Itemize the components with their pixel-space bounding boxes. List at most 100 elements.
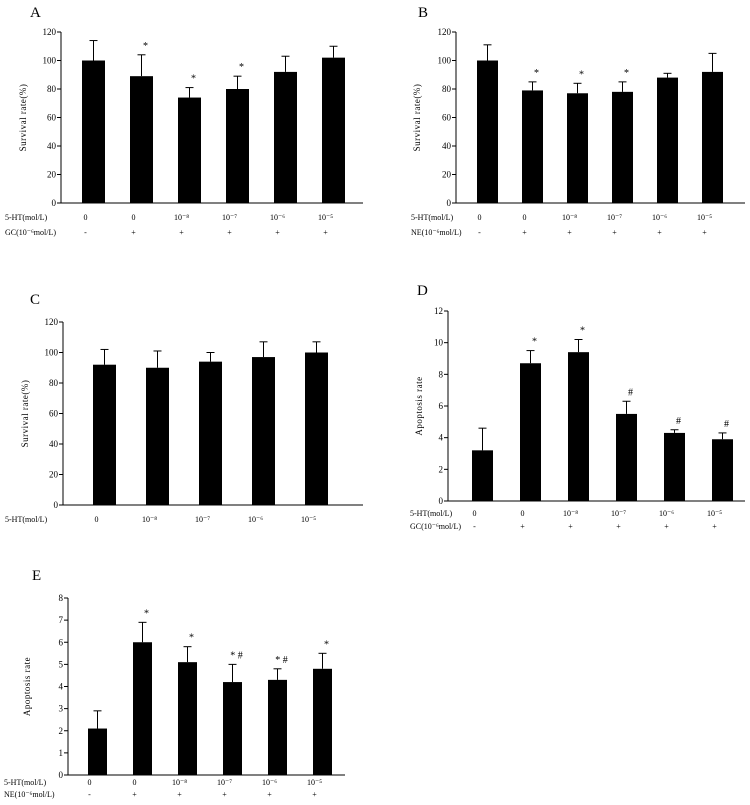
significance-mark: * # [230,650,243,661]
condition-value: + [522,228,527,237]
bar [178,662,197,775]
bar [178,97,201,203]
condition-value: + [712,522,717,531]
y-tick-label: 4 [59,682,64,692]
condition-value: + [612,228,617,237]
condition-value: + [664,522,669,531]
condition-value: + [312,790,317,799]
y-tick-label: 6 [59,637,64,647]
bar [274,71,297,204]
condition-value: + [275,228,280,237]
condition-value: - [84,228,87,237]
condition-value: + [657,228,662,237]
y-tick-label: 80 [47,84,57,94]
bar [664,432,685,501]
y-tick-label: 60 [47,113,57,123]
y-tick-label: 0 [54,500,59,510]
condition-value: 10⁻⁵ [301,515,316,524]
panel-e: E 0 1 2 3 4 5 6 7 8 Apoptosis rate * * * # * # * 5-HT(mo… [4,568,345,799]
bar [567,93,588,203]
y-tick-label: 6 [439,401,444,411]
significance-mark: # [628,387,633,398]
y-axis-label: Survival rate(%) [20,380,30,448]
y-tick-label: 0 [439,496,444,506]
y-tick-label: 7 [59,615,64,625]
condition-value: 10⁻⁵ [697,213,712,222]
condition-label: NE(10⁻⁶mol/L) [4,790,55,799]
bar [133,642,152,775]
condition-label: 5-HT(mol/L) [410,509,453,518]
condition-value: 0 [473,509,477,518]
bar [522,90,543,203]
y-tick-label: 0 [52,198,57,208]
bar [130,76,153,203]
y-tick-label: 100 [43,56,57,66]
condition-value: 10⁻⁸ [174,213,189,222]
significance-mark: * # [275,655,288,666]
condition-value: 10⁻⁷ [195,515,210,524]
condition-value: + [227,228,232,237]
y-axis-label: Survival rate(%) [412,84,422,152]
bar [146,367,169,505]
y-tick-label: 100 [438,56,452,66]
panel-letter: B [418,5,428,21]
y-tick-label: 40 [442,141,452,151]
condition-label: GC(10⁻⁶mol/L) [5,228,56,237]
condition-label: NE(10⁻⁶mol/L) [411,228,462,237]
y-axis-label: Apoptosis rate [22,657,32,716]
condition-value: 0 [133,778,137,787]
y-axis-label: Survival rate(%) [18,84,28,152]
bar [226,89,249,203]
significance-mark: # [724,419,729,430]
condition-value: 0 [95,515,99,524]
condition-value: 10⁻⁶ [270,213,285,222]
condition-label: 5-HT(mol/L) [5,515,48,524]
condition-value: + [616,522,621,531]
y-tick-label: 20 [49,470,59,480]
significance-mark: * [532,337,537,348]
y-tick-label: 0 [59,770,64,780]
condition-label: 5-HT(mol/L) [4,778,47,787]
panel-letter: A [30,5,41,21]
bar [223,682,242,775]
bar [616,413,637,501]
y-tick-label: 40 [49,439,59,449]
condition-value: - [478,228,481,237]
condition-value: 10⁻⁷ [607,213,622,222]
condition-value: 10⁻⁶ [248,515,263,524]
y-tick-label: 8 [59,593,64,603]
y-tick-label: 2 [59,726,64,736]
condition-value: 10⁻⁶ [262,778,277,787]
bar [520,363,541,501]
y-tick-label: 2 [439,464,444,474]
panel-b: B 0 20 40 60 80 100 120 Survival rate(%) * * * 5-HT(… [411,5,745,237]
significance-mark: * [579,69,584,80]
y-tick-label: 60 [442,113,452,123]
panel-letter: C [30,292,40,308]
y-tick-label: 60 [49,409,59,419]
y-tick-label: 20 [47,170,57,180]
condition-value: + [567,228,572,237]
condition-value: 10⁻⁸ [562,213,577,222]
significance-mark: * [624,68,629,79]
y-tick-label: 40 [47,141,57,151]
bar [712,439,733,501]
significance-mark: * [324,639,329,650]
condition-value: + [179,228,184,237]
y-tick-label: 10 [434,338,444,348]
y-tick-label: 20 [442,170,452,180]
y-tick-label: 80 [49,378,59,388]
bar [612,91,633,203]
bar [702,71,723,204]
condition-value: 0 [84,213,88,222]
y-tick-label: 8 [439,369,444,379]
y-tick-label: 120 [43,27,57,37]
condition-value: 10⁻⁷ [611,509,626,518]
condition-value: 10⁻⁵ [307,778,322,787]
significance-mark: * [144,608,149,619]
bar [88,728,107,775]
bar [268,679,287,775]
condition-label: 5-HT(mol/L) [5,213,48,222]
condition-value: - [88,790,91,799]
